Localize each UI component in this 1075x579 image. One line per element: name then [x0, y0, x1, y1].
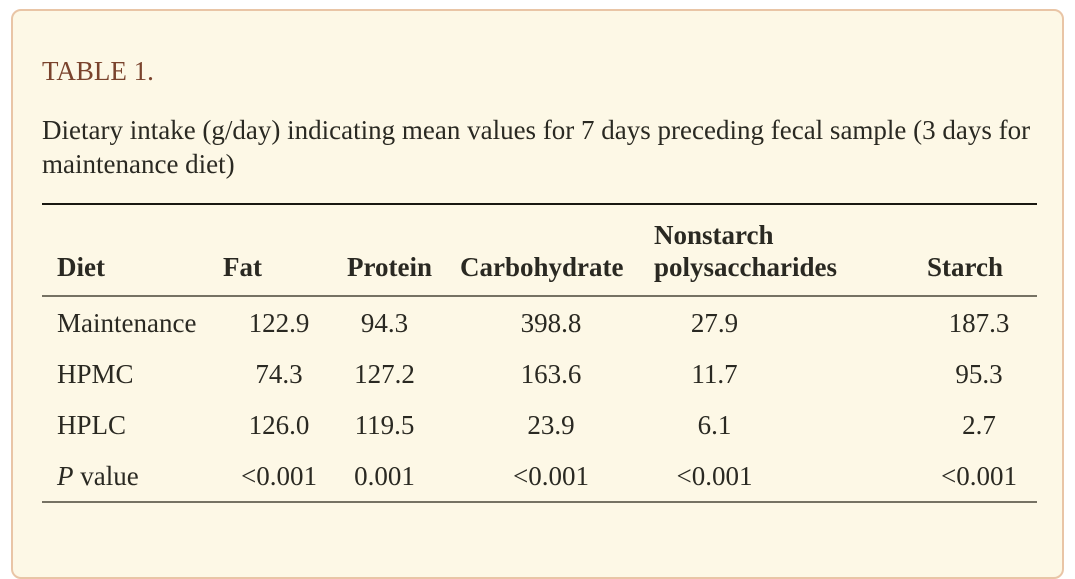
value-cell: 11.7 — [691, 359, 738, 389]
table-row-maintenance: Maintenance 122.9 94.3 398.8 27.9 187.3 — [42, 296, 1037, 348]
value-cell: 122.9 — [248, 308, 310, 338]
dietary-intake-table: Diet Fat Protein Carbohydrate Nonstarch … — [42, 203, 1037, 503]
value-cell: 6.1 — [697, 410, 732, 440]
table-row-hplc: HPLC 126.0 119.5 23.9 6.1 2.7 — [42, 399, 1037, 450]
row-label: HPMC — [57, 359, 134, 389]
value-cell: 163.6 — [520, 359, 582, 389]
col-header-diet: Diet — [42, 204, 217, 297]
value-cell: 74.3 — [255, 359, 303, 389]
row-label-rest: value — [73, 461, 139, 491]
row-label: Maintenance — [57, 308, 197, 338]
table-label: TABLE 1. — [42, 56, 154, 86]
p-symbol: P — [57, 461, 74, 491]
value-cell: <0.001 — [454, 450, 648, 503]
row-label: P value — [42, 450, 217, 503]
table-caption: Dietary intake (g/day) indicating mean v… — [42, 115, 1031, 179]
col-header-nonstarch-polysaccharides: Nonstarch polysaccharides — [648, 204, 921, 297]
row-label: HPLC — [57, 410, 127, 440]
table-row-hpmc: HPMC 74.3 127.2 163.6 11.7 95.3 — [42, 348, 1037, 399]
value-cell: <0.001 — [921, 450, 1037, 503]
header-row: Diet Fat Protein Carbohydrate Nonstarch … — [42, 204, 1037, 297]
value-cell: 119.5 — [354, 410, 415, 440]
table-row-p-value: P value <0.001 0.001 <0.001 <0.001 <0.00… — [42, 450, 1037, 503]
col-header-protein: Protein — [341, 204, 454, 297]
value-cell: 27.9 — [690, 308, 739, 338]
value-cell: 127.2 — [354, 359, 415, 389]
value-cell: <0.001 — [217, 450, 341, 503]
col-header-fat: Fat — [217, 204, 341, 297]
value-cell: 2.7 — [962, 410, 996, 440]
col-header-carbohydrate: Carbohydrate — [454, 204, 648, 297]
col-header-starch: Starch — [921, 204, 1037, 297]
value-cell: 187.3 — [948, 308, 1010, 338]
value-cell: 94.3 — [360, 308, 409, 338]
value-cell: 0.001 — [341, 450, 454, 503]
value-cell: 126.0 — [248, 410, 310, 440]
value-cell: 23.9 — [527, 410, 575, 440]
value-cell: <0.001 — [648, 450, 921, 503]
value-cell: 95.3 — [955, 359, 1003, 389]
value-cell: 398.8 — [520, 308, 582, 338]
article-table-card: TABLE 1. Dietary intake (g/day) indicati… — [11, 9, 1064, 579]
